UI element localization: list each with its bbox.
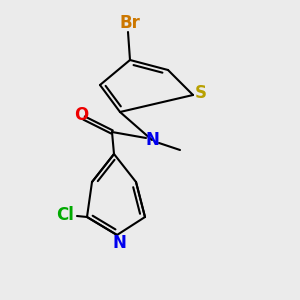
Text: N: N	[145, 131, 159, 149]
Text: N: N	[112, 234, 126, 252]
Text: Cl: Cl	[56, 206, 74, 224]
Text: O: O	[74, 106, 88, 124]
Text: Br: Br	[120, 14, 140, 32]
Text: S: S	[195, 84, 207, 102]
